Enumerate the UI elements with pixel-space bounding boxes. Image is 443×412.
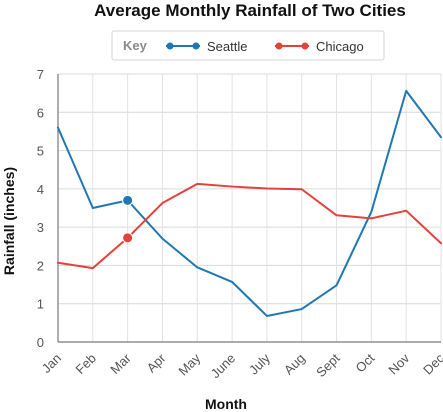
legend-marker-seattle — [192, 42, 200, 50]
y-axis-title: Rainfall (inches) — [1, 167, 17, 275]
x-tick-label: June — [208, 351, 239, 382]
data-point-seattle — [122, 194, 134, 206]
y-tick-label: 1 — [37, 297, 44, 312]
legend-marker-seattle — [166, 42, 174, 50]
x-tick-label: Apr — [144, 350, 169, 375]
legend-box — [111, 30, 385, 61]
legend-marker-chicago — [275, 42, 283, 50]
x-tick-label: Jan — [39, 351, 64, 376]
x-tick-label: Dec — [420, 350, 443, 377]
series-line-seattle — [57, 89, 442, 317]
y-tick-label: 5 — [37, 144, 44, 159]
x-tick-label: Feb — [72, 351, 98, 377]
legend: Key Seattle Chicago — [111, 30, 385, 61]
chart-title: Average Monthly Rainfall of Two Cities — [94, 1, 406, 20]
y-tick-label: 6 — [37, 105, 44, 120]
x-tick-label: Mar — [107, 350, 134, 377]
x-tick-label: July — [246, 350, 273, 377]
y-tick-label: 4 — [37, 182, 44, 197]
x-tick-label: Oct — [353, 350, 378, 375]
y-tick-label: 3 — [37, 220, 44, 235]
legend-marker-chicago — [301, 42, 309, 50]
x-tick-label: Nov — [385, 350, 412, 377]
x-tick-label: May — [175, 350, 203, 378]
x-axis-title: Month — [205, 396, 247, 412]
y-tick-label: 7 — [37, 67, 44, 82]
y-tick-label: 2 — [37, 258, 44, 273]
legend-label-seattle: Seattle — [207, 39, 247, 54]
x-tick-label: Aug — [281, 351, 308, 378]
y-tick-label: 0 — [37, 335, 44, 350]
x-tick-label: Sept — [313, 350, 343, 380]
plot-area: 0 1 2 3 4 5 6 7 Jan Feb Mar Apr May June July Aug Sept Oc… — [37, 67, 443, 381]
data-point-chicago — [122, 232, 134, 244]
legend-key-label: Key — [123, 38, 148, 53]
legend-label-chicago: Chicago — [316, 39, 364, 54]
series-line-chicago — [57, 182, 442, 270]
